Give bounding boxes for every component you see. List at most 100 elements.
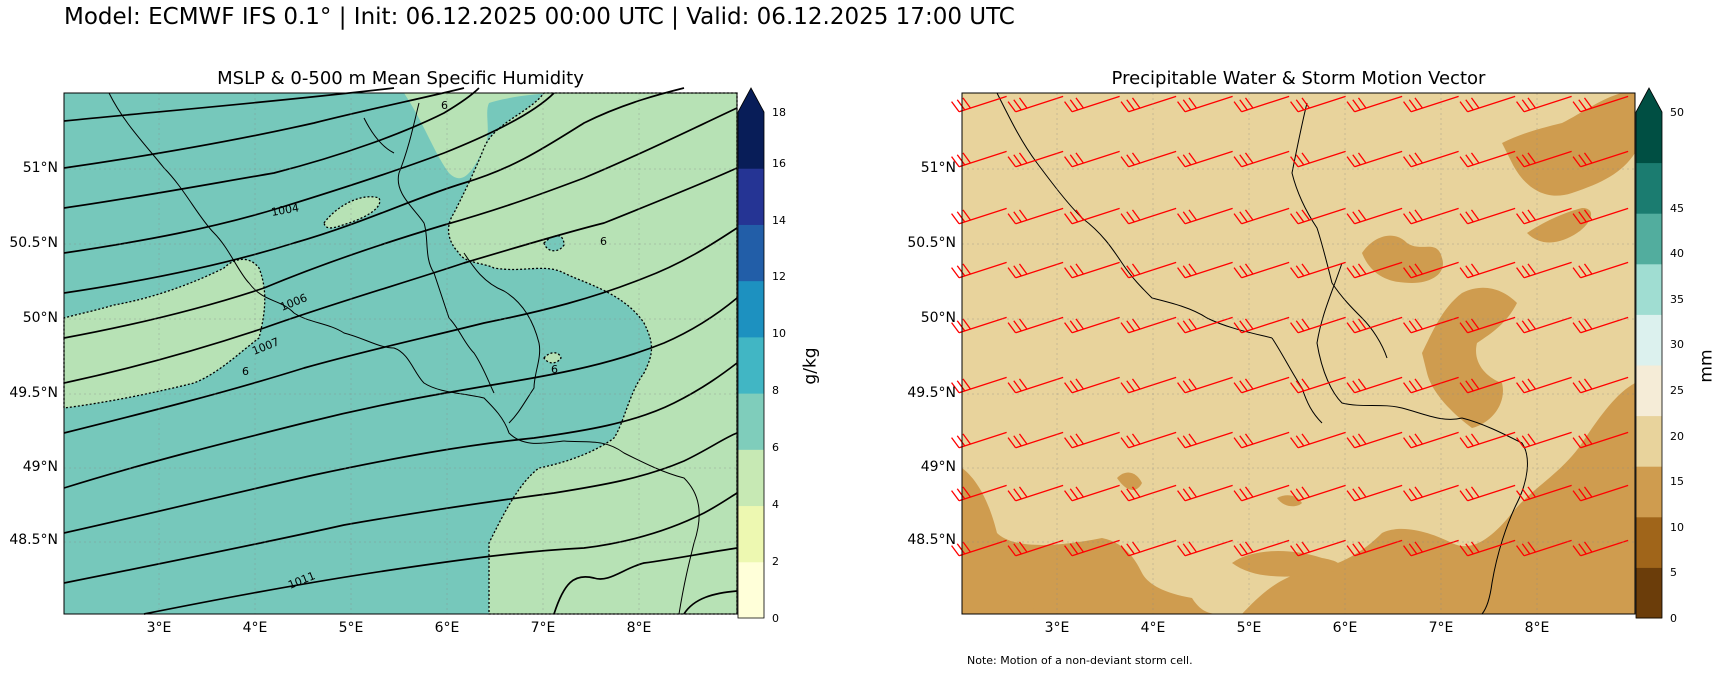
- contour-label-q6-c: 6: [242, 365, 249, 378]
- right-colorbar-swatch: [1636, 263, 1662, 315]
- wind-barb: [1064, 484, 1120, 502]
- wind-barb: [1120, 95, 1177, 113]
- left-colorbar-swatch: [738, 224, 764, 282]
- left-lon-tick-6: 6°E: [434, 620, 460, 636]
- wind-barb: [1403, 207, 1459, 225]
- left-colorbar-swatch: [738, 449, 764, 507]
- wind-barb: [1290, 376, 1346, 394]
- right-cb-tick-45: 45: [1670, 202, 1684, 215]
- wind-barb: [1007, 539, 1064, 557]
- wind-barb: [1516, 95, 1572, 113]
- wind-barb: [1459, 376, 1516, 394]
- wind-barb: [1120, 431, 1177, 449]
- right-panel-title: Precipitable Water & Storm Motion Vector: [1111, 68, 1486, 89]
- left-cb-tick-12: 12: [772, 270, 786, 283]
- wind-barb: [1290, 484, 1346, 502]
- right-colorbar-frame: [1635, 87, 1663, 619]
- left-cb-tick-6: 6: [772, 441, 779, 454]
- right-cb-tick-40: 40: [1670, 247, 1684, 260]
- left-cb-tick-14: 14: [772, 214, 786, 227]
- right-lon-tick-5: 5°E: [1236, 620, 1262, 636]
- right-lon-tick-4: 4°E: [1140, 620, 1166, 636]
- graticule-left: [64, 93, 737, 614]
- left-cb-tick-18: 18: [772, 106, 786, 119]
- right-lat-tick-51: 51°N: [920, 160, 956, 176]
- wind-barb: [1516, 207, 1572, 225]
- left-cb-tick-16: 16: [772, 157, 786, 170]
- wind-barb: [1572, 150, 1629, 168]
- wind-barb: [1346, 376, 1403, 394]
- contour-label-1004: 1004: [270, 201, 300, 219]
- wind-barb: [1120, 539, 1177, 557]
- wind-barb: [1290, 316, 1346, 334]
- left-cb-tick-8: 8: [772, 384, 779, 397]
- wind-barb: [1516, 376, 1572, 394]
- right-lon-tick-3: 3°E: [1044, 620, 1070, 636]
- storm-motion-barbs: [951, 95, 1629, 557]
- left-colorbar-swatch: [738, 168, 764, 225]
- wind-barb: [1572, 316, 1629, 334]
- wind-barb: [1516, 261, 1572, 279]
- right-cb-tick-50: 50: [1670, 106, 1684, 119]
- wind-barb: [1346, 261, 1403, 279]
- wind-barb: [1177, 539, 1233, 557]
- right-colorbar-swatch: [1636, 466, 1662, 518]
- humidity-region-east-main: [447, 92, 738, 615]
- wind-barb: [1346, 95, 1403, 113]
- wind-barb: [951, 484, 1007, 502]
- left-lat-tick-50: 50°N: [22, 310, 58, 326]
- left-colorbar-swatch: [738, 112, 764, 169]
- wind-barb: [1177, 95, 1233, 113]
- wind-barb: [1007, 261, 1064, 279]
- left-colorbar: [737, 87, 765, 619]
- left-cb-tick-2: 2: [772, 555, 779, 568]
- wind-barb: [1459, 539, 1516, 557]
- contour-label-q6-d: 6: [441, 99, 448, 112]
- right-lat-tick-50.5: 50.5°N: [907, 235, 956, 251]
- right-lat-tick-49: 49°N: [920, 459, 956, 475]
- humidity-islet-3: [543, 352, 562, 364]
- left-colorbar-swatch: [738, 505, 764, 563]
- wind-barb: [1233, 484, 1290, 502]
- wind-barb: [1403, 261, 1459, 279]
- storm-motion-note: Note: Motion of a non-deviant storm cell…: [967, 654, 1193, 667]
- wind-barb: [1572, 207, 1629, 225]
- wind-barb: [1346, 484, 1403, 502]
- wind-barb: [1346, 150, 1403, 168]
- left-colorbar-frame: [737, 87, 765, 619]
- wind-barb: [1290, 207, 1346, 225]
- wind-barb: [1007, 431, 1064, 449]
- wind-barb: [1177, 150, 1233, 168]
- right-cb-tick-25: 25: [1670, 384, 1684, 397]
- wind-barb: [1346, 316, 1403, 334]
- wind-barb: [1064, 150, 1120, 168]
- wind-barb: [1572, 431, 1629, 449]
- wind-barb: [1459, 484, 1516, 502]
- left-colorbar-swatch: [738, 393, 764, 450]
- wind-barb: [1403, 539, 1459, 557]
- left-colorbar-swatch: [738, 280, 764, 338]
- right-cb-tick-5: 5: [1670, 566, 1677, 579]
- wind-barb: [1290, 95, 1346, 113]
- right-colorbar-swatch: [1636, 213, 1662, 265]
- wind-barb: [1007, 484, 1064, 502]
- wind-barb: [1120, 376, 1177, 394]
- wind-barb: [1403, 150, 1459, 168]
- wind-barb: [951, 431, 1007, 449]
- wind-barb: [1572, 376, 1629, 394]
- left-cb-tick-0: 0: [772, 612, 779, 625]
- wind-barb: [1177, 316, 1233, 334]
- wind-barb: [1064, 95, 1120, 113]
- wind-barb: [1233, 207, 1290, 225]
- left-colorbar-label: g/kg: [800, 347, 821, 385]
- wind-barb: [1177, 484, 1233, 502]
- contour-label-q6-b: 6: [551, 363, 558, 376]
- contour-labels-left: 1004 1006 1007 1011 6 6 6 6: [242, 99, 607, 592]
- wind-barb: [1064, 431, 1120, 449]
- left-lon-tick-4: 4°E: [242, 620, 268, 636]
- wind-barb: [1007, 316, 1064, 334]
- wind-barb: [951, 95, 1007, 113]
- right-cb-tick-20: 20: [1670, 430, 1684, 443]
- wind-barb: [1064, 261, 1120, 279]
- left-lat-tick-49.5: 49.5°N: [9, 385, 58, 401]
